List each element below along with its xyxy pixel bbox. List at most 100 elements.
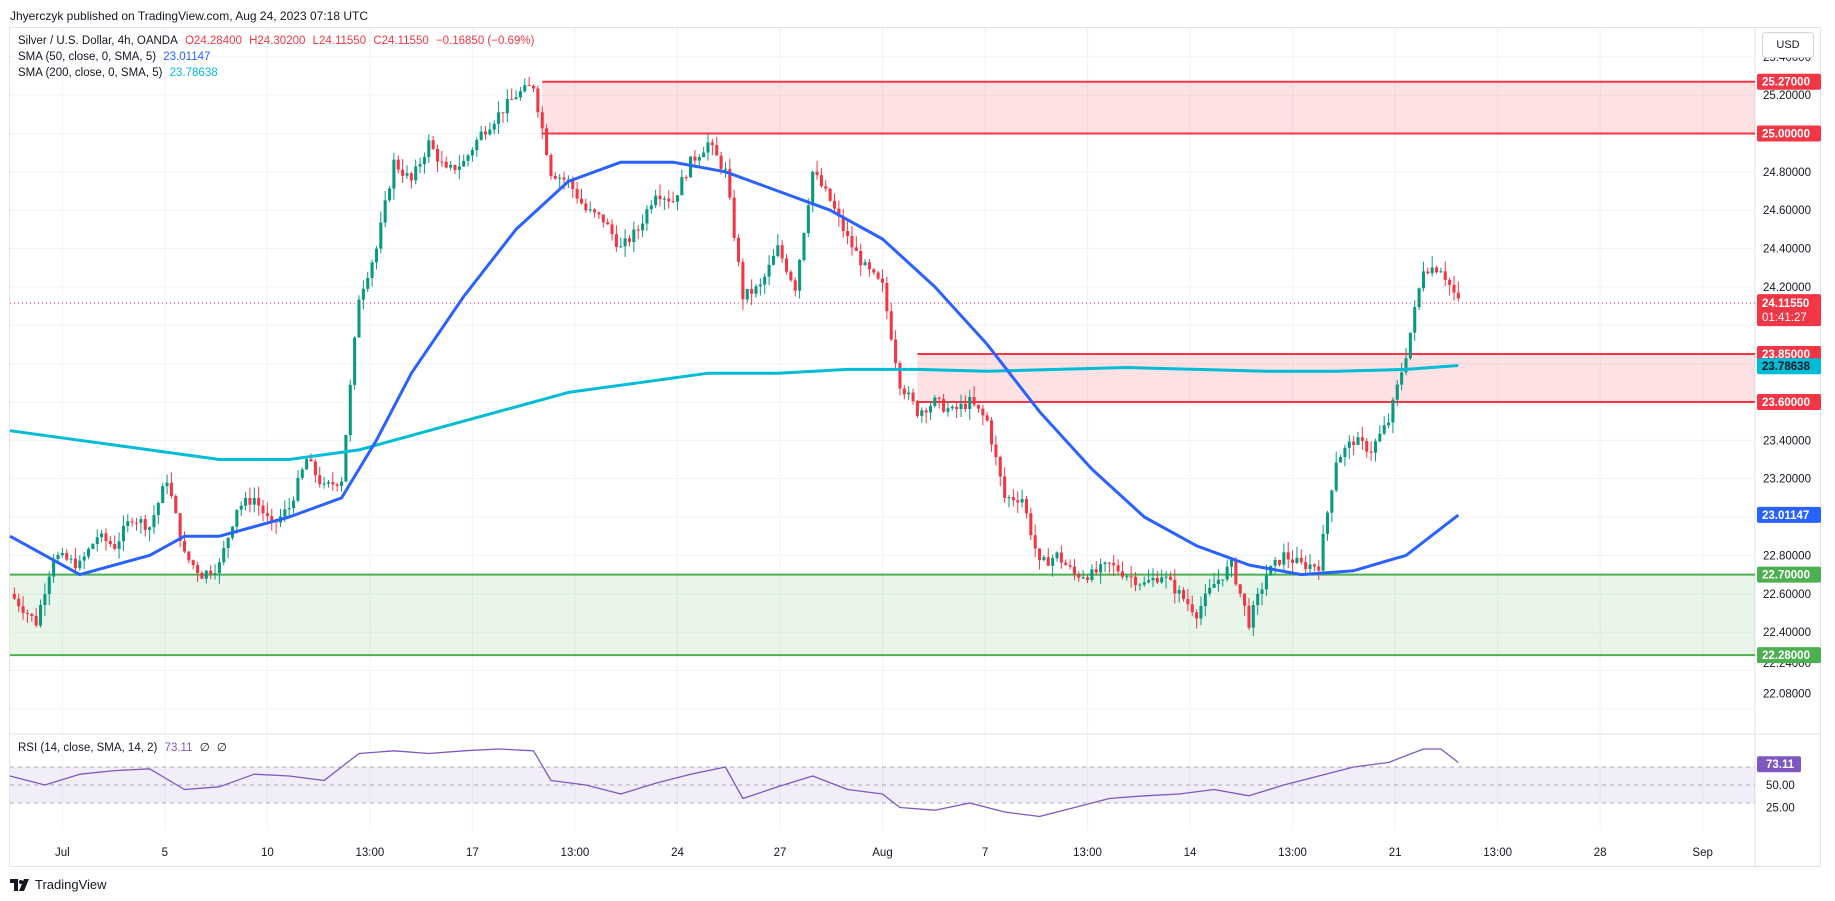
x-tick-label: 24 (671, 847, 684, 859)
candle-body (340, 481, 344, 486)
candle-body (1155, 577, 1159, 583)
candle-body (963, 403, 967, 409)
candle-body (562, 177, 566, 180)
sma200-value: 23.78638 (169, 67, 218, 79)
candle-body (252, 497, 256, 505)
candle-body (1334, 462, 1338, 491)
candle-body (819, 175, 823, 187)
candle-body (178, 513, 182, 542)
candle-body (104, 533, 108, 542)
level-label-bg (1757, 125, 1821, 142)
candle-body (39, 605, 43, 626)
candle-body (745, 288, 749, 300)
level-label-bg (1757, 73, 1821, 90)
candle-body (601, 214, 605, 223)
y-tick-label: 23.20000 (1763, 474, 1811, 486)
y-tick-label: 25.20000 (1763, 90, 1811, 102)
candle-body (675, 195, 679, 202)
candle-body (1055, 552, 1059, 559)
candle-body (928, 406, 933, 413)
legend-low: L24.11550 (312, 35, 367, 47)
candle-body (898, 363, 902, 389)
candle-body (706, 142, 710, 153)
candle-body (627, 238, 632, 243)
candle-body (370, 262, 374, 278)
level-label: 22.28000 (1762, 650, 1810, 662)
candle-body (741, 261, 745, 300)
zone-resistance-upper (542, 81, 1755, 134)
candle-body (527, 85, 531, 87)
candle-body (492, 123, 496, 130)
candle-body (222, 548, 226, 563)
candle-body (1151, 577, 1155, 581)
candle-body (287, 508, 291, 510)
rsi-pane (9, 748, 1755, 818)
candle-body (418, 164, 422, 167)
level-label-bg (1757, 393, 1821, 410)
candle-body (1430, 267, 1434, 274)
legend-change: −0.16850 (−0.69%) (435, 35, 535, 47)
candle-body (710, 142, 714, 146)
y-tick-label: 23.40000 (1763, 435, 1811, 447)
candle-body (405, 173, 409, 176)
candle-body (597, 212, 601, 215)
candle-body (1273, 559, 1277, 566)
candle-body (139, 519, 143, 523)
candle-body (21, 606, 25, 613)
candle-body (60, 553, 64, 556)
candle-body (470, 150, 474, 156)
candle-body (56, 555, 60, 559)
candle-body (248, 497, 252, 505)
candle-body (1282, 552, 1286, 565)
candle-body (353, 337, 357, 385)
candle-body (793, 280, 797, 291)
legend-sma200: SMA (200, close, 0, SMA, 5) 23.78638 (18, 67, 222, 79)
candle-body (514, 97, 518, 100)
candle-body (854, 247, 858, 251)
candle-body (34, 615, 38, 626)
candle-body (907, 392, 911, 395)
candle-body (859, 250, 863, 266)
candle-body (1413, 307, 1417, 333)
candle-body (636, 229, 640, 231)
tradingview-logo[interactable]: TradingView (10, 877, 107, 892)
candle-body (82, 556, 86, 561)
candle-body (758, 284, 762, 287)
candle-body (702, 152, 706, 158)
candle-body (1277, 559, 1282, 565)
series (9, 77, 1755, 637)
candle-body (654, 195, 658, 206)
candle-body (649, 205, 653, 210)
candle-body (462, 160, 466, 167)
candle-body (100, 533, 104, 538)
candle-body (335, 484, 339, 486)
candle-body (876, 272, 880, 279)
candle-body (1339, 457, 1343, 463)
candle-body (1404, 358, 1408, 373)
candle-body (1186, 599, 1190, 605)
candle-body (292, 500, 296, 509)
candle-body (1112, 562, 1116, 566)
candle-body (1107, 562, 1111, 564)
candle-body (374, 248, 378, 263)
candle-body (17, 598, 21, 607)
candle-body (30, 613, 34, 616)
candle-body (806, 205, 810, 234)
candle-body (540, 112, 544, 129)
rsi-extra-1: ∅ (199, 742, 210, 754)
candle-body (610, 224, 614, 235)
currency-button[interactable]: USD (1762, 32, 1814, 58)
top-bar: Jhyerczyk published on TradingView.com, … (0, 0, 1835, 30)
candle-body (1221, 579, 1225, 581)
candle-body (1343, 447, 1347, 458)
candle-body (69, 558, 73, 560)
candle-body (1212, 584, 1216, 588)
candle-body (331, 482, 335, 485)
tradingview-icon (10, 878, 29, 891)
candle-body (776, 245, 780, 256)
candle-body (1260, 589, 1264, 594)
candle-body (1160, 577, 1164, 583)
candle-body (1369, 451, 1373, 453)
candle-body (326, 482, 330, 484)
